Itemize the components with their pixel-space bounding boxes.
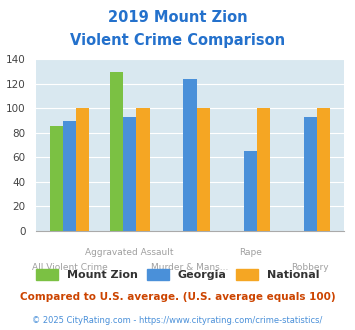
Bar bbox=[183, 79, 197, 231]
Bar bbox=[110, 72, 123, 231]
Bar bbox=[317, 109, 330, 231]
Text: Rape: Rape bbox=[239, 248, 262, 257]
Text: Violent Crime Comparison: Violent Crime Comparison bbox=[70, 33, 285, 48]
Text: Aggravated Assault: Aggravated Assault bbox=[86, 248, 174, 257]
Text: Compared to U.S. average. (U.S. average equals 100): Compared to U.S. average. (U.S. average … bbox=[20, 292, 335, 302]
Bar bbox=[257, 109, 270, 231]
Bar bbox=[63, 121, 76, 231]
Bar bbox=[136, 109, 149, 231]
Text: All Violent Crime: All Violent Crime bbox=[32, 263, 107, 272]
Text: Murder & Mans...: Murder & Mans... bbox=[151, 263, 229, 272]
Text: 2019 Mount Zion: 2019 Mount Zion bbox=[108, 10, 247, 25]
Legend: Mount Zion, Georgia, National: Mount Zion, Georgia, National bbox=[31, 265, 324, 285]
Bar bbox=[123, 117, 136, 231]
Bar bbox=[50, 126, 63, 231]
Bar bbox=[76, 109, 89, 231]
Text: Robbery: Robbery bbox=[291, 263, 329, 272]
Bar bbox=[197, 109, 210, 231]
Bar bbox=[304, 117, 317, 231]
Text: © 2025 CityRating.com - https://www.cityrating.com/crime-statistics/: © 2025 CityRating.com - https://www.city… bbox=[32, 316, 323, 325]
Bar bbox=[244, 151, 257, 231]
